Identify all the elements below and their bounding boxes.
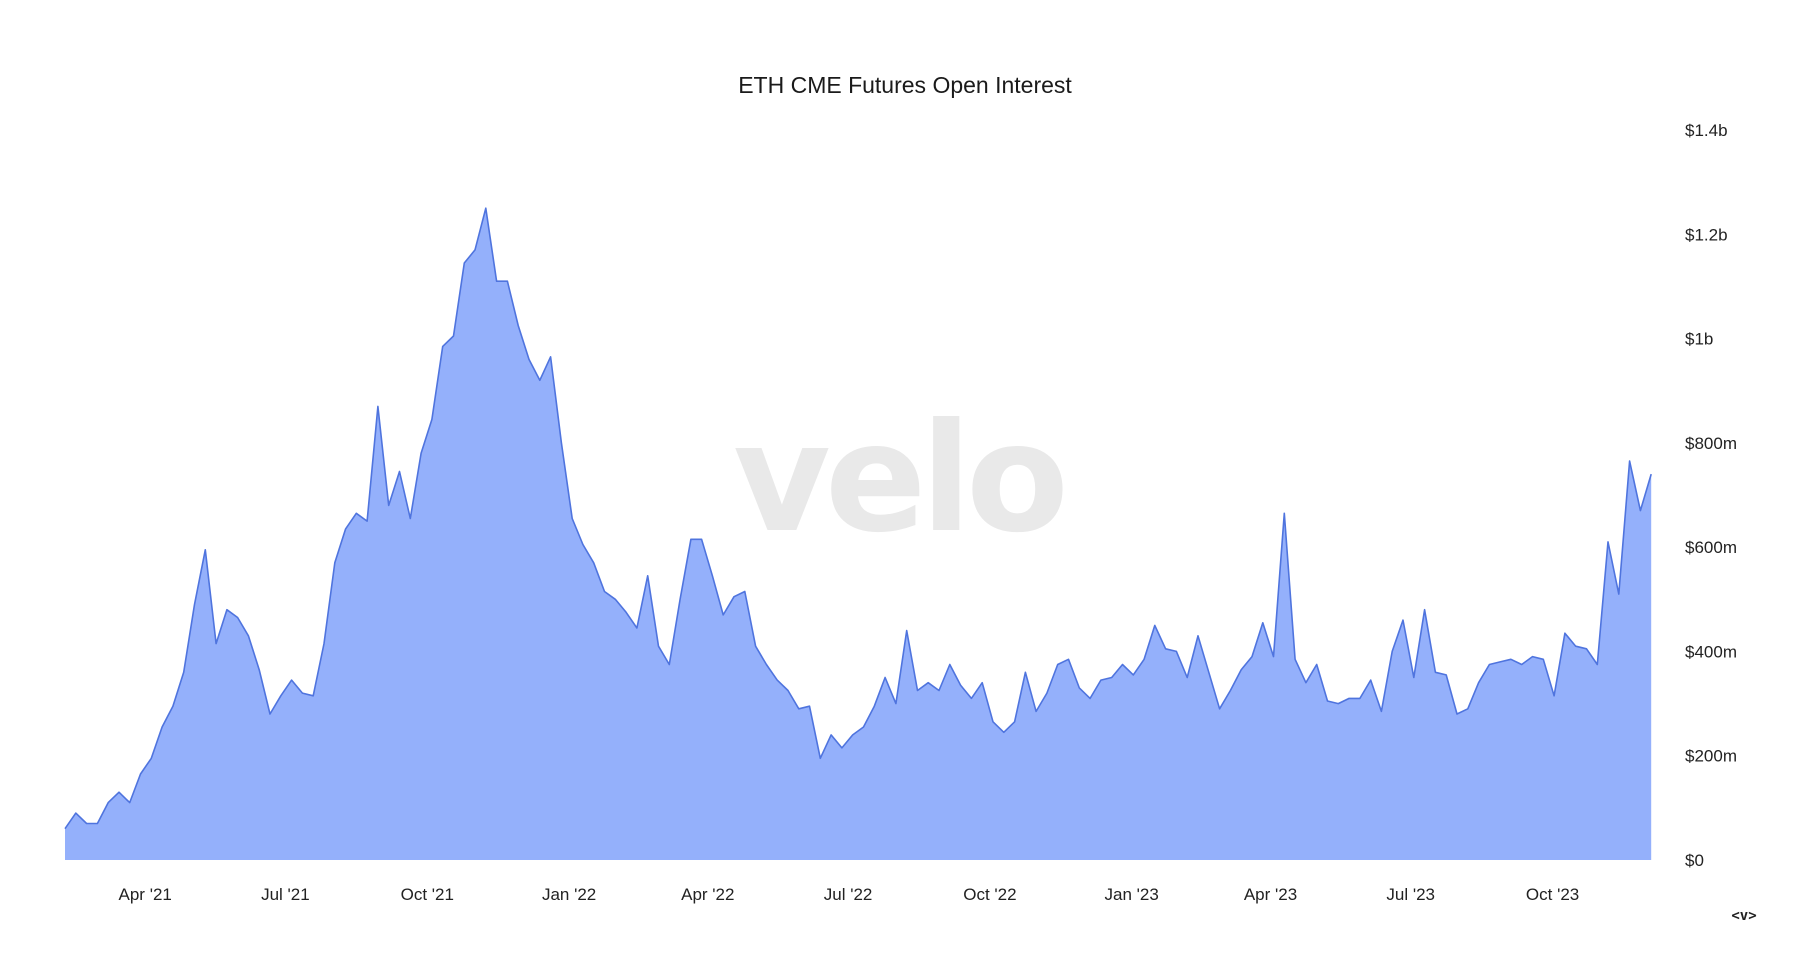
y-axis: $0 $200m $400m $600m $800m $1b $1.2b $1.4b bbox=[1685, 121, 1737, 870]
y-tick-label: $1.4b bbox=[1685, 121, 1728, 140]
x-tick-label: Jul '21 bbox=[261, 885, 310, 904]
x-tick-label: Apr '21 bbox=[119, 885, 172, 904]
y-tick-label: $800m bbox=[1685, 434, 1737, 453]
series-area bbox=[65, 208, 1652, 860]
y-tick-label: $1b bbox=[1685, 330, 1713, 349]
y-tick-label: $0 bbox=[1685, 851, 1704, 870]
y-tick-label: $1.2b bbox=[1685, 225, 1728, 244]
x-tick-label: Jan '22 bbox=[542, 885, 596, 904]
y-tick-label: $600m bbox=[1685, 538, 1737, 557]
chart-title: ETH CME Futures Open Interest bbox=[738, 72, 1072, 98]
series-line bbox=[64, 207, 1652, 830]
y-tick-label: $400m bbox=[1685, 642, 1737, 661]
x-tick-label: Oct '22 bbox=[963, 885, 1016, 904]
x-tick-label: Apr '23 bbox=[1244, 885, 1297, 904]
x-tick-label: Oct '21 bbox=[401, 885, 454, 904]
x-axis: Apr '21 Jul '21 Oct '21 Jan '22 Apr '22 Jul '… bbox=[119, 885, 1580, 904]
x-tick-label: Oct '23 bbox=[1526, 885, 1579, 904]
x-tick-label: Apr '22 bbox=[681, 885, 734, 904]
x-tick-label: Jan '23 bbox=[1105, 885, 1159, 904]
x-tick-label: Jul '23 bbox=[1386, 885, 1435, 904]
plot-area bbox=[64, 207, 1652, 860]
y-tick-label: $200m bbox=[1685, 747, 1737, 766]
velo-watermark: velo bbox=[733, 392, 1063, 566]
x-tick-label: Jul '22 bbox=[824, 885, 873, 904]
chart-navigator-toggle[interactable]: <v> bbox=[1731, 908, 1757, 924]
